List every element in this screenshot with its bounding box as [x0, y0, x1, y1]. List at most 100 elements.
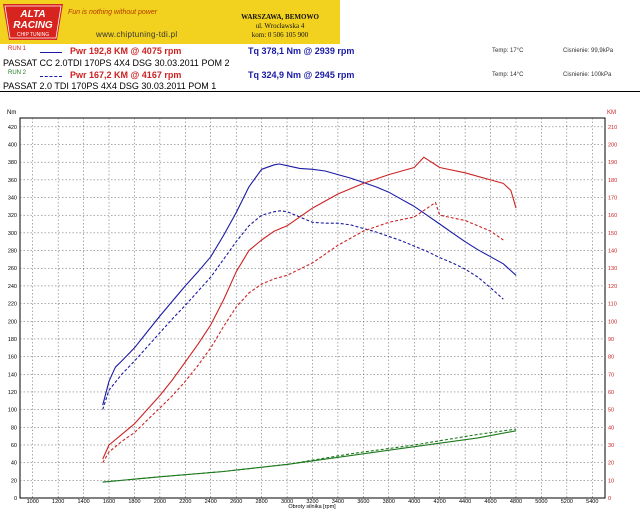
logo-sub: CHIP TUNING — [17, 32, 49, 38]
x-tick-label-9: 2800 — [256, 499, 268, 505]
y-left-tick-label-3: 60 — [11, 443, 17, 449]
run1-pressure: Cisnienie: 99,9kPa — [563, 48, 614, 54]
y-right-tick-label-16: 160 — [608, 213, 617, 219]
run1-tag: RUN 1 — [8, 46, 27, 52]
y-right-tick-label-10: 100 — [608, 319, 617, 325]
logo-line2: RACING — [13, 20, 53, 31]
x-tick-label-1: 1200 — [52, 499, 64, 505]
x-tick-label-7: 2400 — [205, 499, 217, 505]
run2-torque: Tq 324,9 Nm @ 2945 rpm — [248, 70, 355, 80]
x-tick-label-3: 1600 — [103, 499, 115, 505]
x-tick-label-10: 3000 — [281, 499, 293, 505]
y-axis-right-label: KM — [607, 110, 616, 116]
y-axis-left-label: Nm — [7, 110, 16, 116]
run1-line-swatch — [40, 52, 62, 53]
logo-line1: ALTA — [19, 9, 45, 20]
run2-temperature: Temp: 14°C — [492, 72, 524, 78]
y-right-tick-label-13: 130 — [608, 266, 617, 272]
series-torque-run-1 — [102, 163, 517, 406]
y-left-tick-label-21: 420 — [8, 125, 17, 131]
y-right-tick-label-12: 120 — [608, 284, 617, 290]
y-left-tick-label-12: 240 — [8, 284, 17, 290]
x-tick-label-13: 3600 — [357, 499, 369, 505]
y-right-tick-label-21: 210 — [608, 125, 617, 131]
x-tick-label-16: 4200 — [434, 499, 446, 505]
x-tick-label-14: 3800 — [383, 499, 395, 505]
x-axis-label: Obroty silnika [rpm] — [288, 504, 336, 510]
run2-power: Pwr 167,2 KM @ 4167 rpm — [70, 70, 182, 80]
x-tick-label-19: 4800 — [510, 499, 522, 505]
x-tick-label-15: 4000 — [408, 499, 420, 505]
y-left-tick-label-17: 340 — [8, 196, 17, 202]
y-right-tick-label-8: 80 — [608, 355, 614, 361]
website-url: www.chiptuning-tdi.pl — [96, 30, 178, 39]
header-separator — [0, 91, 640, 92]
run2-tag: RUN 2 — [8, 70, 27, 76]
series-loss-run-2 — [102, 428, 517, 483]
address-street: ul. Wrocławska 4 — [255, 22, 305, 30]
y-right-tick-label-2: 20 — [608, 461, 614, 467]
y-left-tick-label-19: 380 — [8, 160, 17, 166]
y-left-tick-label-10: 200 — [8, 319, 17, 325]
y-left-tick-label-2: 40 — [11, 461, 17, 467]
dyno-chart: 0204060801001201401601802002202402602803… — [7, 110, 617, 510]
address-city: WARSZAWA, BEMOWO — [241, 13, 319, 21]
y-right-tick-label-7: 70 — [608, 372, 614, 378]
x-tick-label-2: 1400 — [77, 499, 89, 505]
y-right-tick-label-9: 90 — [608, 337, 614, 343]
report-header: ALTA RACING CHIP TUNING Fun is nothing w… — [0, 0, 640, 44]
x-axis-ticks: 1000 1200 1400 1600 1800 2000 2200 2400 2600 2800… — [27, 499, 599, 505]
y-left-tick-label-14: 280 — [8, 249, 17, 255]
y-right-tick-label-18: 180 — [608, 178, 617, 184]
y-right-tick-label-0: 0 — [608, 496, 611, 502]
brand-banner: ALTA RACING CHIP TUNING Fun is nothing w… — [0, 0, 340, 44]
x-tick-label-22: 5400 — [586, 499, 598, 505]
run1-name: PASSAT CC 2.0TDI 170PS 4X4 DSG 30.03.201… — [3, 58, 230, 68]
x-tick-label-12: 3400 — [332, 499, 344, 505]
y-right-tick-label-6: 60 — [608, 390, 614, 396]
y-left-tick-label-20: 400 — [8, 143, 17, 149]
run1-torque: Tq 378,1 Nm @ 2939 rpm — [248, 46, 355, 56]
y-left-tick-label-7: 140 — [8, 372, 17, 378]
run2-line-swatch — [40, 76, 62, 77]
left-axis-ticks: 0 20 40 60 80 100 120 140 160 180 200 220 240 260 280 3… — [8, 125, 17, 502]
x-tick-label-20: 5000 — [535, 499, 547, 505]
x-tick-label-5: 2000 — [154, 499, 166, 505]
x-tick-label-11: 3200 — [306, 499, 318, 505]
address-block: WARSZAWA, BEMOWO ul. Wrocławska 4 kom: 0… — [222, 13, 338, 40]
x-tick-label-6: 2200 — [179, 499, 191, 505]
y-right-tick-label-5: 50 — [608, 408, 614, 414]
series-loss-run-1 — [102, 430, 517, 483]
series-power-run-1 — [102, 156, 517, 460]
x-tick-label-0: 1000 — [27, 499, 39, 505]
y-left-tick-label-4: 80 — [11, 425, 17, 431]
run2-pressure: Cisnienie: 100kPa — [563, 72, 612, 78]
y-right-tick-label-4: 40 — [608, 425, 614, 431]
y-left-tick-label-6: 120 — [8, 390, 17, 396]
y-right-tick-label-19: 190 — [608, 160, 617, 166]
y-left-tick-label-5: 100 — [8, 408, 17, 414]
y-left-tick-label-15: 300 — [8, 231, 17, 237]
y-right-tick-label-3: 30 — [608, 443, 614, 449]
x-tick-label-18: 4600 — [484, 499, 496, 505]
x-tick-label-17: 4400 — [459, 499, 471, 505]
x-tick-label-8: 2600 — [230, 499, 242, 505]
run2-name: PASSAT 2.0 TDI 170PS 4X4 DSG 30.03.2011 … — [3, 81, 217, 91]
y-right-tick-label-14: 140 — [608, 249, 617, 255]
y-left-tick-label-16: 320 — [8, 213, 17, 219]
y-right-tick-label-17: 170 — [608, 196, 617, 202]
alta-racing-logo: ALTA RACING CHIP TUNING — [3, 4, 63, 40]
chart-series — [102, 156, 517, 483]
right-axis-ticks: 0 10 20 30 40 50 60 70 80 90 100 110 120 130 140 150 160… — [608, 125, 617, 502]
y-right-tick-label-20: 200 — [608, 143, 617, 149]
y-left-tick-label-1: 20 — [11, 478, 17, 484]
series-torque-run-2 — [102, 210, 504, 410]
y-right-tick-label-11: 110 — [608, 302, 617, 308]
y-left-tick-label-9: 180 — [8, 337, 17, 343]
x-tick-label-4: 1800 — [128, 499, 140, 505]
y-right-tick-label-15: 150 — [608, 231, 617, 237]
y-left-tick-label-11: 220 — [8, 302, 17, 308]
y-left-tick-label-18: 360 — [8, 178, 17, 184]
run1-power: Pwr 192,8 KM @ 4075 rpm — [70, 46, 182, 56]
y-right-tick-label-1: 10 — [608, 478, 614, 484]
